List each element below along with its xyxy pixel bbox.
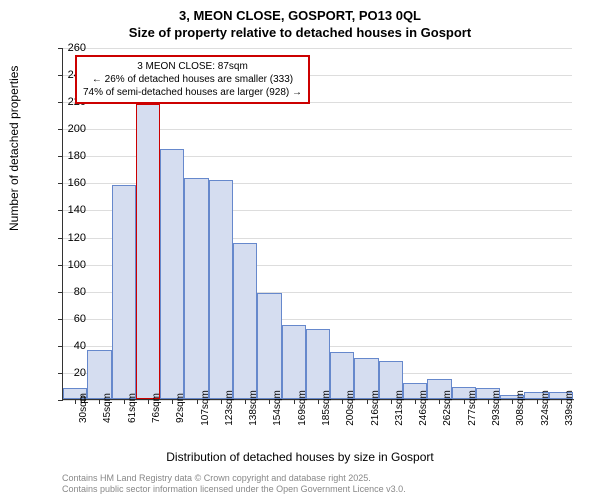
x-tick-mark xyxy=(269,399,270,404)
x-tick-label: 200sqm xyxy=(345,390,356,426)
x-tick-label: 277sqm xyxy=(467,390,478,426)
x-tick-label: 293sqm xyxy=(491,390,502,426)
x-tick-mark xyxy=(512,399,513,404)
x-tick-label: 339sqm xyxy=(564,390,575,426)
highlight-bar xyxy=(136,104,160,399)
y-tick-label: 140 xyxy=(56,204,86,216)
x-tick-label: 76sqm xyxy=(151,393,162,423)
y-tick-label: 20 xyxy=(56,367,86,379)
annotation-line-1: 3 MEON CLOSE: 87sqm xyxy=(83,60,302,73)
x-tick-mark xyxy=(561,399,562,404)
x-tick-label: 138sqm xyxy=(248,390,259,426)
gridline xyxy=(63,48,572,49)
x-tick-mark xyxy=(342,399,343,404)
bar xyxy=(209,180,233,399)
x-tick-mark xyxy=(464,399,465,404)
x-tick-label: 216sqm xyxy=(370,390,381,426)
x-axis-label: Distribution of detached houses by size … xyxy=(0,450,600,464)
bar xyxy=(160,149,184,399)
bar xyxy=(112,185,136,399)
y-tick-label: 80 xyxy=(56,286,86,298)
footer-line-2: Contains public sector information licen… xyxy=(62,484,406,496)
x-tick-mark xyxy=(439,399,440,404)
x-tick-mark xyxy=(488,399,489,404)
x-tick-mark xyxy=(294,399,295,404)
x-tick-label: 246sqm xyxy=(418,390,429,426)
y-tick-label: 200 xyxy=(56,123,86,135)
x-tick-label: 107sqm xyxy=(200,390,211,426)
y-tick-label: 180 xyxy=(56,150,86,162)
footer-attribution: Contains HM Land Registry data © Crown c… xyxy=(62,473,406,496)
x-tick-mark xyxy=(172,399,173,404)
x-tick-label: 45sqm xyxy=(102,393,113,423)
x-tick-mark xyxy=(391,399,392,404)
x-tick-mark xyxy=(124,399,125,404)
x-tick-label: 185sqm xyxy=(321,390,332,426)
y-tick-label: 40 xyxy=(56,340,86,352)
y-tick-label: 60 xyxy=(56,313,86,325)
x-tick-label: 92sqm xyxy=(175,393,186,423)
annotation-line-3: 74% of semi-detached houses are larger (… xyxy=(83,86,302,99)
bar xyxy=(87,350,111,399)
x-tick-mark xyxy=(197,399,198,404)
y-tick-label: 160 xyxy=(56,177,86,189)
annotation-line-2: ← 26% of detached houses are smaller (33… xyxy=(83,73,302,86)
x-tick-mark xyxy=(245,399,246,404)
x-tick-label: 231sqm xyxy=(394,390,405,426)
x-tick-label: 61sqm xyxy=(127,393,138,423)
bar xyxy=(233,243,257,399)
x-tick-label: 123sqm xyxy=(224,390,235,426)
x-tick-mark xyxy=(148,399,149,404)
y-axis-label: Number of detached properties xyxy=(7,66,21,231)
footer-line-1: Contains HM Land Registry data © Crown c… xyxy=(62,473,406,485)
y-tick-label: 260 xyxy=(56,42,86,54)
x-tick-mark xyxy=(318,399,319,404)
bar xyxy=(306,329,330,399)
x-tick-mark xyxy=(415,399,416,404)
bar xyxy=(184,178,208,399)
x-tick-label: 308sqm xyxy=(515,390,526,426)
x-tick-label: 262sqm xyxy=(442,390,453,426)
y-tick-label: 120 xyxy=(56,232,86,244)
chart-title-sub: Size of property relative to detached ho… xyxy=(0,23,600,40)
bar xyxy=(257,293,281,399)
chart-title-main: 3, MEON CLOSE, GOSPORT, PO13 0QL xyxy=(0,0,600,23)
annotation-box: 3 MEON CLOSE: 87sqm← 26% of detached hou… xyxy=(75,55,310,104)
x-tick-label: 324sqm xyxy=(540,390,551,426)
x-tick-mark xyxy=(99,399,100,404)
x-tick-mark xyxy=(367,399,368,404)
x-tick-label: 154sqm xyxy=(272,390,283,426)
x-tick-mark xyxy=(221,399,222,404)
x-tick-mark xyxy=(537,399,538,404)
x-tick-label: 30sqm xyxy=(78,393,89,423)
bar xyxy=(282,325,306,399)
y-tick-label: 100 xyxy=(56,259,86,271)
x-tick-label: 169sqm xyxy=(297,390,308,426)
